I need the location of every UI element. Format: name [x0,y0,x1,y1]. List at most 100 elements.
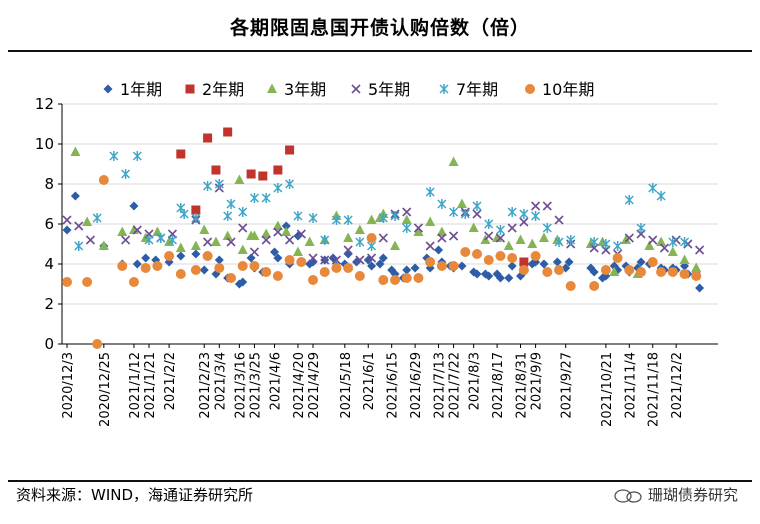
series-4-point [554,237,564,247]
series-3-point [378,233,388,243]
y-tick-label: 2 [44,295,54,313]
series-5-point [117,261,128,271]
series-4-point [668,237,678,247]
series-2-point [413,226,424,236]
series-5-point [272,271,283,281]
legend-marker [267,83,277,93]
series-3-point [531,201,541,211]
y-tick-label: 8 [44,175,54,193]
series-5-point [483,255,494,265]
series-4-point [402,223,412,233]
series-2-point [199,224,210,234]
series-2-point [237,244,248,254]
x-tick-label: 2021/6/29 [409,352,424,419]
series-5-point [425,257,436,267]
series-0-point [199,265,209,275]
series-5-point [636,267,647,277]
series-5-point [261,267,272,277]
series-2-point [401,214,412,224]
series-0-point [141,253,151,263]
x-tick-label: 2021/8/3 [468,352,483,410]
series-2-point [70,146,81,156]
series-5-point [518,265,529,275]
series-5-point [554,265,565,275]
series-1-point [258,171,268,181]
series-5-point [152,261,163,271]
series-5-point [202,251,213,261]
y-tick-label: 6 [44,215,54,233]
series-2-point [656,236,667,246]
series-5-point [656,267,667,277]
title-rule [8,50,752,52]
series-4-point [273,183,283,193]
legend-label: 5年期 [368,80,410,99]
series-4-point [437,199,447,209]
series-2-point [527,238,538,248]
series-5-point [542,267,553,277]
series-3-point [85,235,96,245]
x-tick-label: 2021/8/31 [515,352,530,419]
series-3-point [484,231,494,241]
series-4-point [308,213,318,223]
x-tick-label: 2021/9/27 [560,352,575,419]
series-2-point [272,220,283,230]
x-tick-label: 2021/3/4 [213,352,228,410]
series-5-point [214,263,225,273]
series-2-point [503,240,514,250]
series-5-point [390,275,401,285]
series-3-point [203,237,213,247]
x-tick-label: 2021/3/25 [248,352,263,419]
series-4-point [214,179,224,189]
series-5-point [507,253,518,263]
x-tick-label: 2020/12/3 [61,352,76,419]
series-2-point [468,222,479,232]
series-5-point [378,275,389,285]
source-note: 资料来源：WIND，海通证券研究所 [16,486,254,504]
series-3-point [507,223,517,233]
x-tick-label: 2021/11/18 [647,352,662,427]
x-tick-label: 2021/6/15 [386,352,401,419]
series-4-point [449,207,459,217]
series-3-point [273,227,283,237]
series-2-point [249,230,260,240]
series-3-point [519,217,529,227]
x-tick-label: 2021/1/21 [143,352,158,419]
series-0-point [434,245,444,255]
series-4-point [167,235,177,245]
series-0-point [238,277,248,287]
series-5-point [401,273,412,283]
series-0-point [484,271,494,281]
series-3-point [355,255,365,265]
series-3-point [624,233,634,243]
series-5-point [647,257,658,267]
series-3-point [261,235,271,245]
series-4-point [343,215,353,225]
series-5-point [237,261,248,271]
series-0-point [214,255,224,265]
series-4-point [261,193,271,203]
series-4-point [589,237,599,247]
legend-label: 1年期 [120,80,162,99]
series-2-point [390,240,401,250]
series-0-point [70,191,80,201]
series-2-point [609,266,620,276]
y-tick-label: 4 [44,255,54,273]
series-2-point [343,232,354,242]
series-2-point [585,238,596,248]
series-0-point [270,247,280,257]
series-5-point [140,263,151,273]
series-3-point [425,241,435,251]
series-4-point [249,193,259,203]
series-0-point [457,261,467,271]
series-3-point [659,243,670,253]
series-4-point [507,207,517,217]
legend-label: 10年期 [542,80,594,99]
series-4-point [320,235,330,245]
series-0-point [636,257,646,267]
series-4-point [285,179,295,189]
series-4-point [226,199,236,209]
series-4-point [495,225,505,235]
series-4-point [531,211,541,221]
series-3-point [249,247,260,257]
series-4-point [378,213,388,223]
